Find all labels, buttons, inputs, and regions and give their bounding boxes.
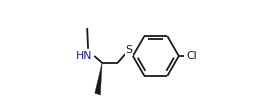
Text: Cl: Cl — [186, 51, 197, 61]
Polygon shape — [95, 63, 102, 95]
Text: S: S — [125, 45, 132, 55]
Text: HN: HN — [76, 51, 92, 61]
